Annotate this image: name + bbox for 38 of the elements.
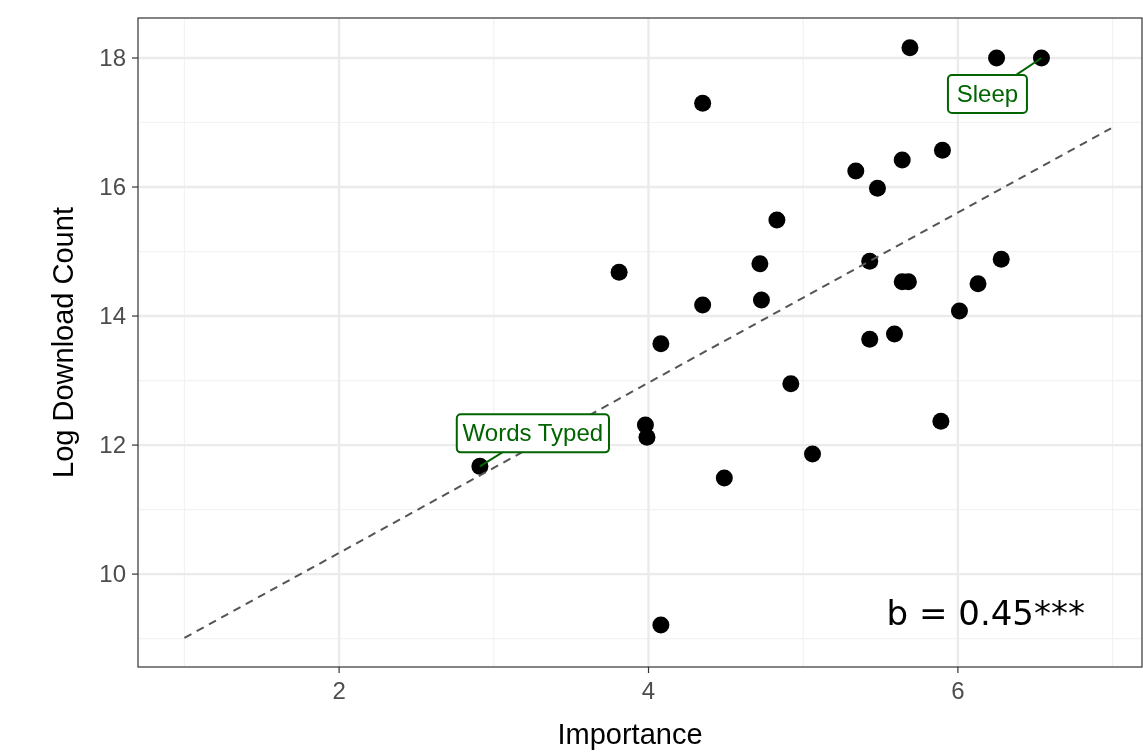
- point: [652, 616, 670, 634]
- point: [652, 335, 670, 353]
- x-axis-title: Importance: [557, 718, 703, 750]
- annotation: Sleep: [956, 80, 1019, 107]
- point: [893, 151, 911, 169]
- point: [847, 162, 865, 180]
- y-tick-label: 14: [99, 302, 126, 330]
- point: [751, 255, 769, 273]
- point: [885, 325, 903, 343]
- point: [988, 49, 1006, 67]
- point: [752, 291, 770, 309]
- point: [715, 469, 733, 487]
- point: [861, 330, 879, 348]
- point: [694, 94, 712, 112]
- point: [768, 211, 786, 229]
- y-tick-label: 10: [99, 560, 126, 588]
- x-tick-label: 2: [332, 677, 346, 704]
- point: [1032, 49, 1050, 67]
- point: [969, 275, 987, 293]
- point: [868, 179, 886, 197]
- y-tick-label: 18: [99, 44, 126, 71]
- point: [932, 412, 950, 430]
- point: [638, 428, 656, 446]
- point: [992, 250, 1010, 268]
- point: [933, 141, 951, 159]
- y-axis-title: Log Download Count: [47, 207, 79, 478]
- x-tick-label: 6: [951, 677, 965, 704]
- annotation: Words Typed: [462, 419, 604, 447]
- point: [901, 39, 919, 57]
- point: [694, 296, 712, 314]
- point: [782, 375, 800, 393]
- y-tick-label: 16: [99, 173, 126, 201]
- y-tick-label: 12: [99, 431, 126, 459]
- point: [803, 445, 821, 463]
- x-tick-label: 4: [641, 677, 656, 704]
- annotation: b = 0.45***: [886, 593, 1085, 633]
- point: [950, 302, 968, 320]
- point: [610, 263, 628, 281]
